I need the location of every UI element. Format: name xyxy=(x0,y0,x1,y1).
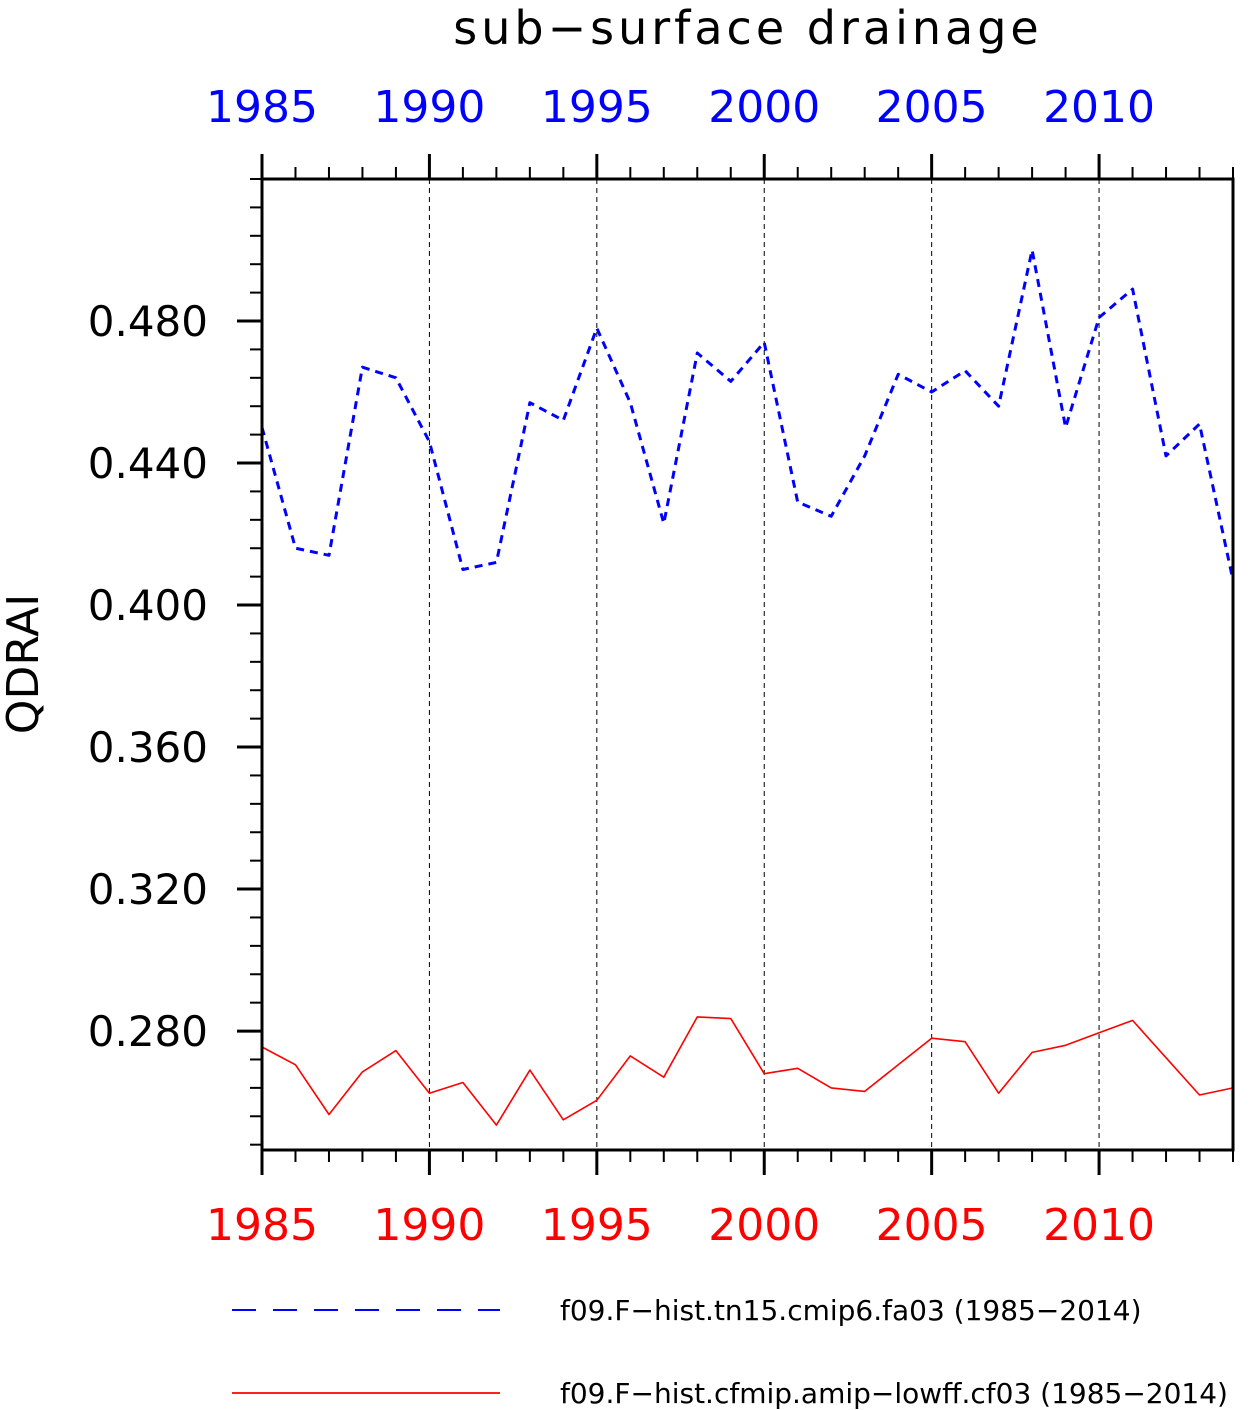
y-axis-label: QDRAI xyxy=(0,594,49,734)
y-tick-label-0.320: 0.320 xyxy=(88,865,208,914)
x-tick-label-top-1985: 1985 xyxy=(206,82,318,133)
legend-label-1: f09.F−hist.tn15.cmip6.fa03 (1985−2014) xyxy=(560,1294,1142,1327)
x-tick-label-bottom-2000: 2000 xyxy=(708,1200,820,1251)
grid-lines xyxy=(428,179,1100,1150)
tick-labels: 0.280 0.320 0.360 0.400 0.440 0.480 1985 1985 19… xyxy=(88,82,1155,1251)
series-line-1 xyxy=(260,248,1235,581)
y-tick-label-0.360: 0.360 xyxy=(88,723,208,772)
x-tick-label-top-2000: 2000 xyxy=(708,82,820,133)
y-tick-label-0.480: 0.480 xyxy=(88,297,208,346)
x-tick-label-top-1995: 1995 xyxy=(541,82,653,133)
x-tick-label-bottom-2005: 2005 xyxy=(876,1200,988,1251)
y-tick-label-0.440: 0.440 xyxy=(88,439,208,488)
x-tick-label-bottom-1995: 1995 xyxy=(541,1200,653,1251)
x-tick-label-top-2010: 2010 xyxy=(1043,82,1155,133)
x-tick-label-bottom-1985: 1985 xyxy=(206,1200,318,1251)
y-tick-label-0.400: 0.400 xyxy=(88,581,208,630)
x-tick-label-top-2005: 2005 xyxy=(876,82,988,133)
axes-frame xyxy=(260,177,1235,1152)
y-tick-label-0.280: 0.280 xyxy=(88,1007,208,1056)
x-tick-label-bottom-2010: 2010 xyxy=(1043,1200,1155,1251)
x-tick-label-bottom-1990: 1990 xyxy=(373,1200,485,1251)
chart-title: sub−surface drainage xyxy=(453,1,1042,55)
tick-marks xyxy=(237,154,1234,1175)
legend-label-2: f09.F−hist.cfmip.amip−lowff.cf03 (1985−2… xyxy=(560,1377,1228,1410)
series-line-2 xyxy=(261,1016,1234,1126)
legend: f09.F−hist.tn15.cmip6.fa03 (1985−2014) f0… xyxy=(232,1294,1228,1410)
series-layer xyxy=(260,248,1235,1126)
x-tick-label-top-1990: 1990 xyxy=(373,82,485,133)
plot-frame xyxy=(260,177,1235,1152)
